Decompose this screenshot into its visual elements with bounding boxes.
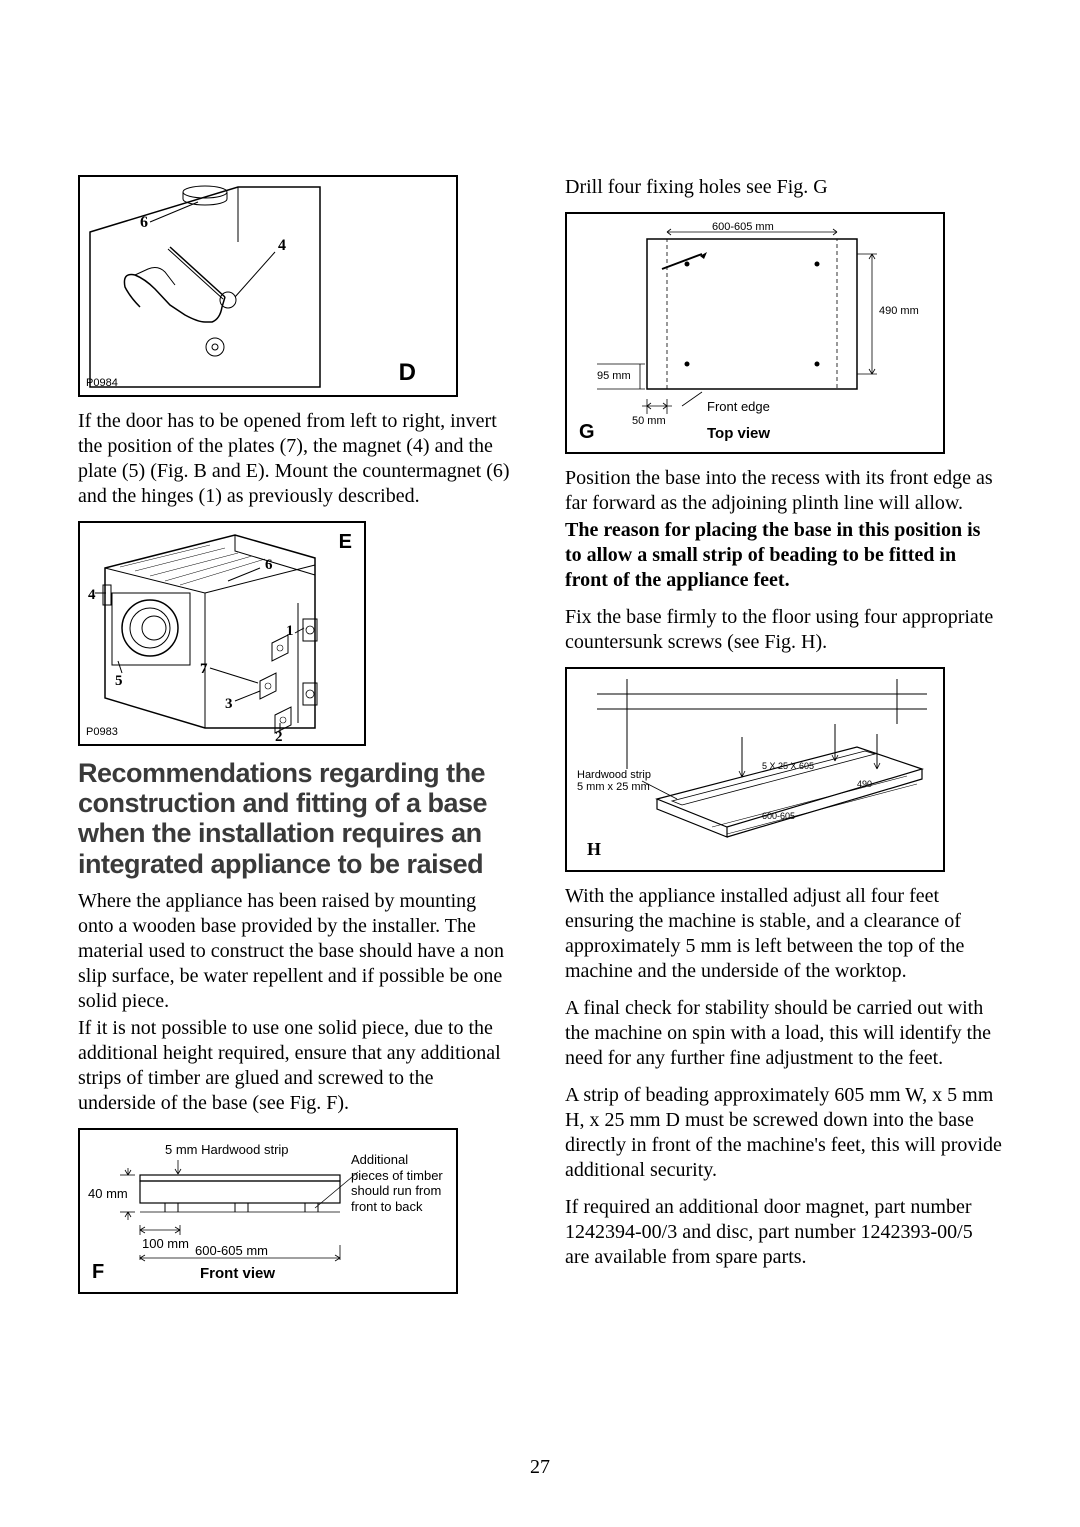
svg-text:600-605 mm: 600-605 mm bbox=[712, 221, 774, 233]
svg-text:100 mm: 100 mm bbox=[142, 1236, 189, 1251]
figf-hardwood: 5 mm Hardwood strip bbox=[165, 1142, 289, 1157]
svg-text:3: 3 bbox=[225, 696, 233, 712]
svg-text:600-605 mm: 600-605 mm bbox=[195, 1243, 268, 1258]
figure-e-code: P0983 bbox=[86, 726, 118, 738]
para-door-magnet: If required an additional door magnet, p… bbox=[565, 1195, 1002, 1270]
left-column: 6 4 D P0984 If the door has to be opened… bbox=[78, 175, 515, 1306]
para-position-base: Position the base into the recess with i… bbox=[565, 466, 1002, 516]
para-spin-check: A final check for stability should be ca… bbox=[565, 996, 1002, 1071]
figure-g-svg: 600-605 mm 490 mm 95 mm 50 mm bbox=[567, 214, 943, 452]
para-adjust-feet: With the appliance installed adjust all … bbox=[565, 884, 1002, 984]
figure-g-label: G bbox=[579, 421, 595, 444]
figure-g: 600-605 mm 490 mm 95 mm 50 mm bbox=[565, 212, 945, 454]
svg-text:Front edge: Front edge bbox=[707, 399, 770, 414]
svg-text:490: 490 bbox=[857, 779, 872, 789]
figf-frontview: Front view bbox=[200, 1265, 275, 1282]
page-number: 27 bbox=[0, 1456, 1080, 1479]
svg-text:50 mm: 50 mm bbox=[632, 415, 666, 427]
figure-d: 6 4 D P0984 bbox=[78, 175, 458, 397]
figf-additional: Additional pieces of timber should run f… bbox=[351, 1152, 446, 1214]
figure-h-label: H bbox=[587, 839, 601, 860]
svg-text:7: 7 bbox=[200, 661, 208, 677]
svg-text:1: 1 bbox=[286, 623, 294, 639]
para-bold-reason: The reason for placing the base in this … bbox=[565, 518, 1002, 593]
section-title: Recommendations regarding the constructi… bbox=[78, 758, 515, 879]
svg-text:40 mm: 40 mm bbox=[88, 1186, 128, 1201]
para-solid-piece: If it is not possible to use one solid p… bbox=[78, 1016, 515, 1116]
para-fix-base: Fix the base firmly to the floor using f… bbox=[565, 605, 1002, 655]
para-door-invert: If the door has to be opened from left t… bbox=[78, 409, 515, 509]
figh-hardwood: Hardwood strip5 mm x 25 mm bbox=[577, 769, 651, 793]
figure-e: 4 5 6 7 3 2 1 E P0983 bbox=[78, 521, 366, 746]
svg-text:5 X 25 X 605: 5 X 25 X 605 bbox=[762, 761, 814, 771]
figure-e-svg: 4 5 6 7 3 2 1 bbox=[80, 523, 364, 744]
intro-g: Drill four fixing holes see Fig. G bbox=[565, 175, 1002, 200]
figure-d-code: P0984 bbox=[86, 377, 118, 389]
figure-e-label: E bbox=[339, 531, 352, 554]
svg-text:95 mm: 95 mm bbox=[597, 370, 631, 382]
figure-f-label: F bbox=[92, 1261, 104, 1284]
para-base-material: Where the appliance has been raised by m… bbox=[78, 889, 515, 1014]
svg-text:2: 2 bbox=[275, 729, 283, 744]
figure-d-label: D bbox=[399, 359, 416, 387]
svg-text:4: 4 bbox=[278, 237, 286, 254]
svg-text:490 mm: 490 mm bbox=[879, 305, 919, 317]
svg-text:6: 6 bbox=[265, 557, 273, 573]
figg-topview: Top view bbox=[707, 425, 770, 442]
svg-text:6: 6 bbox=[140, 214, 148, 231]
right-column: Drill four fixing holes see Fig. G bbox=[565, 175, 1002, 1306]
figure-f: 40 mm 100 mm 600-605 mm bbox=[78, 1128, 458, 1294]
svg-text:5: 5 bbox=[115, 673, 123, 689]
figure-h: 5 X 25 X 605 490 600-605 Hardwood strip5… bbox=[565, 667, 945, 872]
para-beading: A strip of beading approximately 605 mm … bbox=[565, 1083, 1002, 1183]
svg-text:4: 4 bbox=[88, 587, 96, 603]
